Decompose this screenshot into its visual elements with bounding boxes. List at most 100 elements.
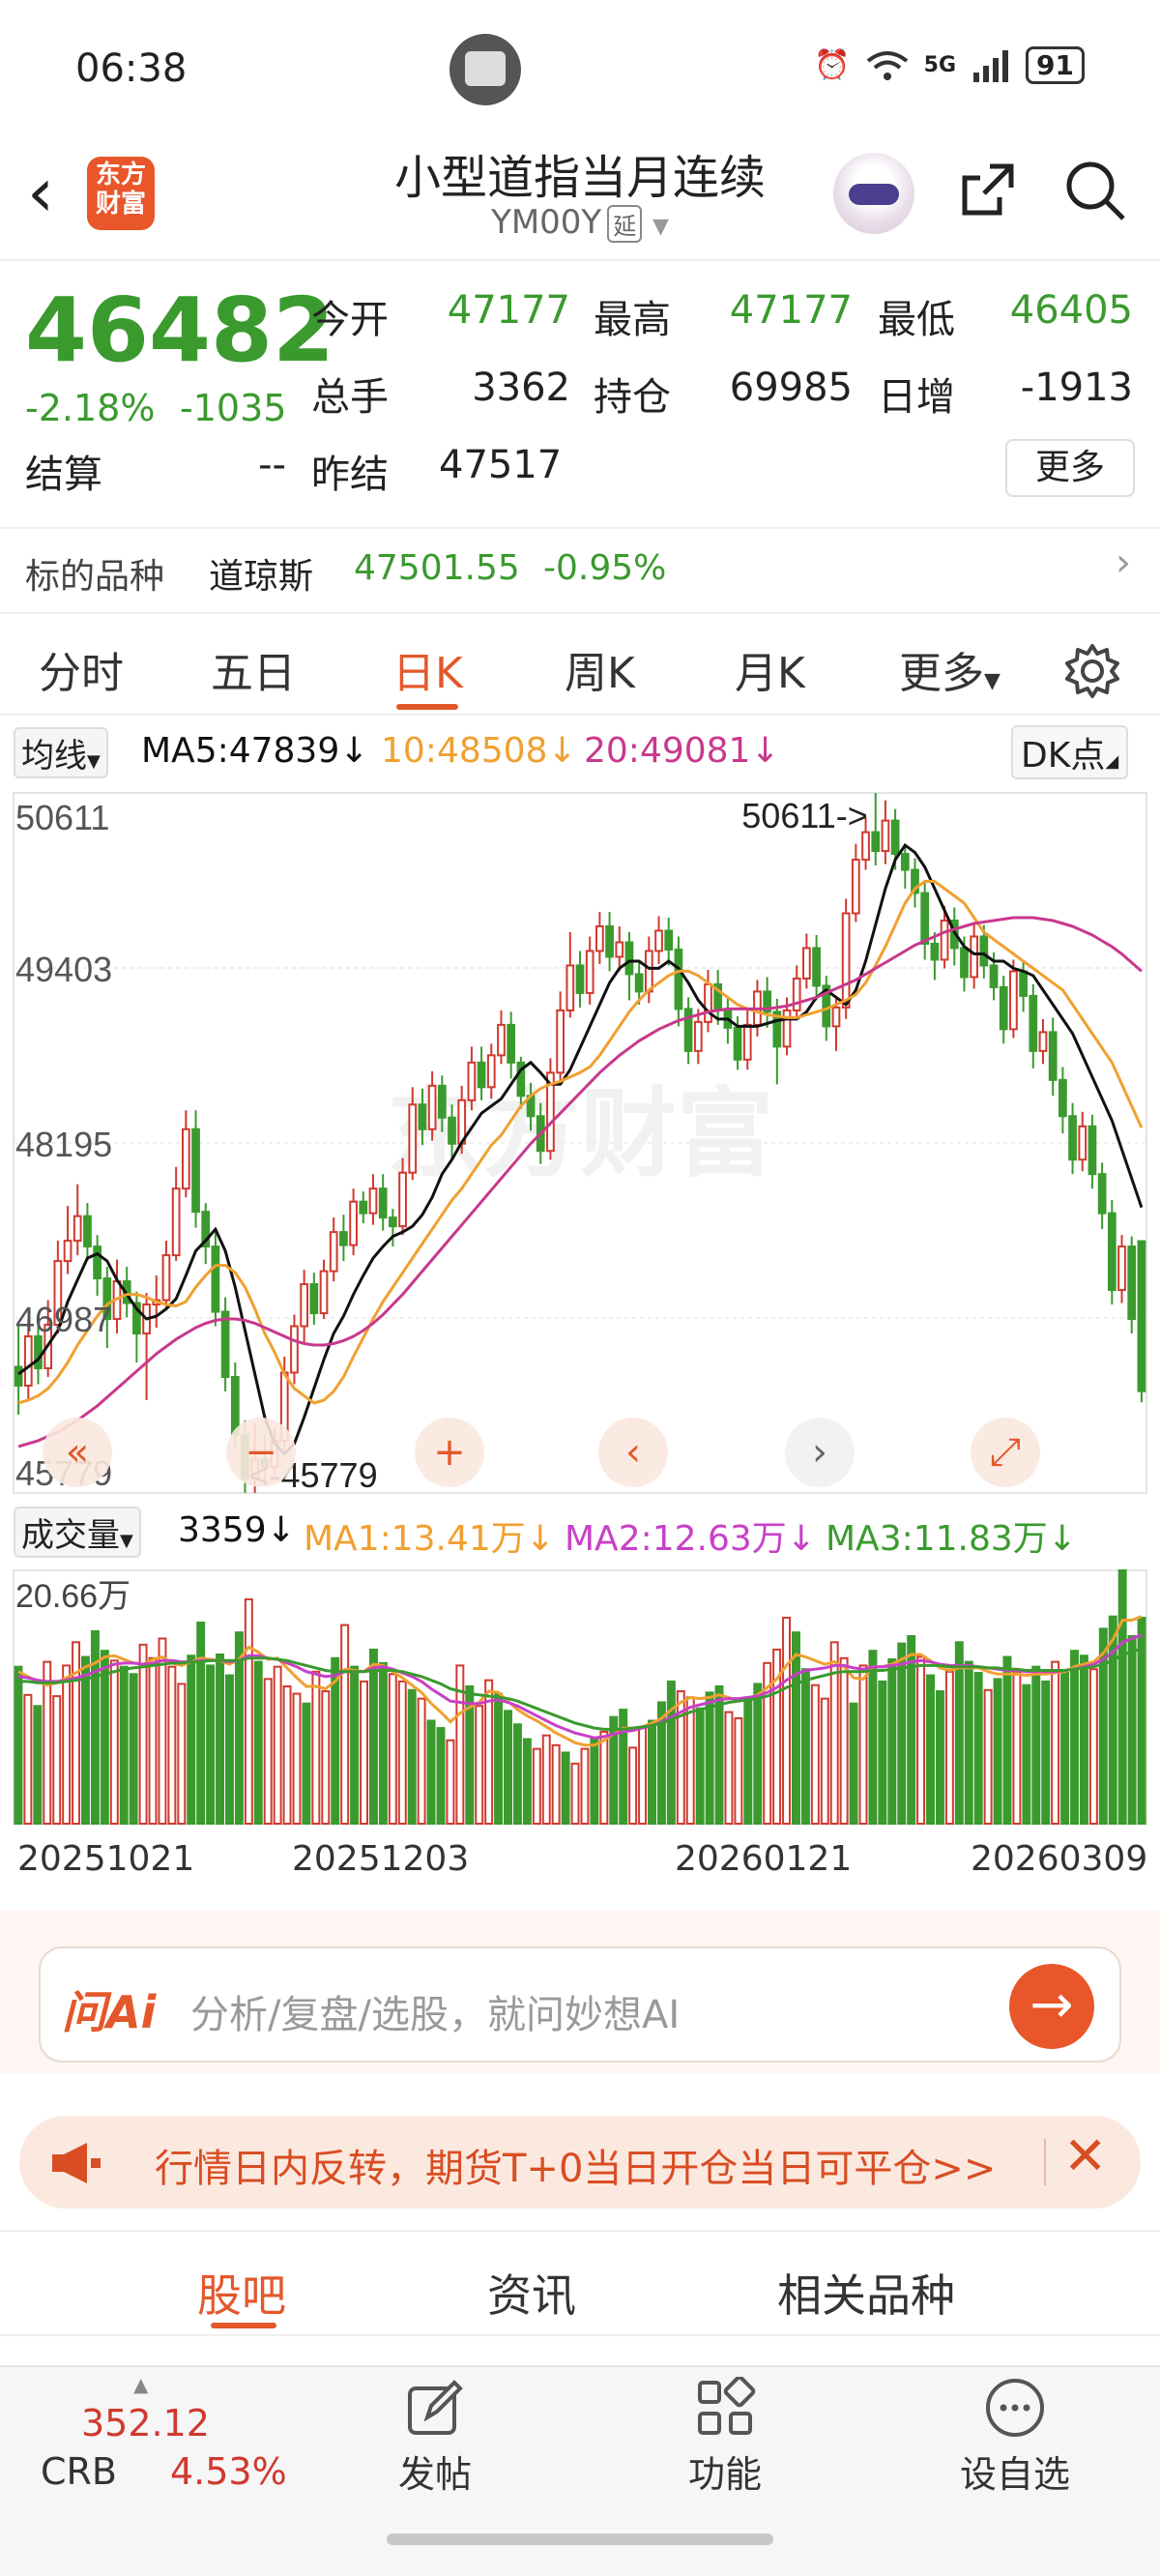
add-button[interactable]: + <box>415 1418 484 1487</box>
add-watchlist-button[interactable]: 设自选 <box>938 2377 1092 2498</box>
candle <box>132 1302 141 1335</box>
vol-ma2-text: MA2:12.63万 <box>565 1519 787 1559</box>
function-label: 功能 <box>687 2453 762 2496</box>
candle <box>63 1240 72 1263</box>
indicator-dropdown[interactable]: 均线▼ <box>14 727 108 778</box>
candle <box>309 1283 319 1315</box>
volume-bar <box>935 1690 944 1825</box>
kline-chart[interactable]: 东方财富 5061149403481954698745779 50611-><-… <box>0 785 1160 1501</box>
volume-bar <box>1051 1660 1060 1825</box>
volume-bar <box>253 1660 263 1825</box>
volume-bar <box>532 1747 541 1825</box>
tab-daily-k[interactable]: 日K <box>392 649 463 698</box>
volume-bar <box>638 1727 648 1825</box>
candle <box>368 1187 378 1215</box>
candle <box>14 1365 23 1387</box>
candle <box>1019 970 1028 997</box>
underlying-name: 道琼斯 <box>209 557 314 597</box>
next-button[interactable]: › <box>785 1418 855 1487</box>
search-icon[interactable] <box>1063 159 1127 222</box>
grid-icon <box>698 2377 756 2435</box>
svg-text:›: › <box>812 1430 827 1475</box>
zoom-out-button[interactable]: « <box>43 1418 112 1487</box>
candle <box>1038 1031 1048 1052</box>
candle <box>802 947 811 980</box>
ai-input-placeholder[interactable]: 分析/复盘/选股，就问妙想AI <box>190 1993 681 2037</box>
volume-bar <box>916 1655 926 1825</box>
dk-point-toggle[interactable]: DK点◢ <box>1011 725 1129 779</box>
candle <box>467 1061 477 1101</box>
crb-ticker[interactable]: ▲ 352.12 CRB 4.53% <box>19 2373 290 2518</box>
low-value: 46405 <box>1009 288 1133 333</box>
volume-bar <box>273 1665 282 1825</box>
app-logo[interactable]: 东方财富 <box>87 157 155 230</box>
volume-bar <box>772 1648 782 1825</box>
close-icon[interactable]: ✕ <box>1063 2125 1108 2186</box>
chevron-down-icon[interactable]: ▼ <box>652 215 669 239</box>
volume-bar <box>407 1688 417 1825</box>
candle <box>319 1270 329 1315</box>
volume-bar <box>628 1746 638 1825</box>
post-label: 发帖 <box>397 2453 472 2496</box>
candle <box>398 1171 407 1228</box>
tab-related[interactable]: 相关品种 <box>777 2269 955 2322</box>
volume-dropdown[interactable]: 成交量▼ <box>14 1507 141 1558</box>
candle <box>339 1231 348 1246</box>
candle <box>979 935 989 967</box>
volume-bar <box>465 1684 475 1825</box>
tab-forum[interactable]: 股吧 <box>197 2269 286 2322</box>
volume-bar <box>907 1634 916 1825</box>
ai-assistant-icon[interactable] <box>833 153 914 234</box>
delayed-tag: 延 <box>607 205 643 243</box>
ai-search-box[interactable]: 问Ai 分析/复盘/选股，就问妙想AI → <box>39 1947 1121 2063</box>
vol-ma1-line <box>17 1615 1143 1747</box>
post-button[interactable]: 发帖 <box>358 2377 512 2498</box>
volume-bar <box>666 1680 676 1825</box>
volume-bar <box>1117 1569 1127 1825</box>
tab-weekly-k[interactable]: 周K <box>565 649 635 698</box>
candle <box>230 1375 240 1436</box>
tab-news[interactable]: 资讯 <box>487 2269 576 2322</box>
add-watchlist-label: 设自选 <box>959 2453 1070 2496</box>
high-value: 47177 <box>729 288 853 333</box>
back-button[interactable]: ‹ <box>27 153 54 232</box>
volume-svg[interactable]: 20.66万 <box>0 1565 1160 1826</box>
kline-svg[interactable]: 东方财富 5061149403481954698745779 50611-><-… <box>0 785 1160 1501</box>
battery-icon: 91 <box>1026 46 1085 84</box>
ai-submit-button[interactable]: → <box>1009 1964 1094 2049</box>
volume-bar <box>196 1622 206 1825</box>
function-button[interactable]: 功能 <box>648 2377 802 2498</box>
underlying-row[interactable]: 标的品种 道琼斯 47501.55 -0.95% › <box>0 527 1160 614</box>
tab-intraday[interactable]: 分时 <box>39 649 124 698</box>
zoom-in-button[interactable]: − <box>226 1418 296 1487</box>
title-bar: 小型道指当月连续 YM00Y 延 ▼ ‹ 东方财富 <box>0 135 1160 261</box>
tab-five-day[interactable]: 五日 <box>211 649 296 698</box>
tab-monthly-k[interactable]: 月K <box>735 649 805 698</box>
price-axis-label: 46987 <box>15 1300 112 1339</box>
promo-banner[interactable]: 行情日内反转，期货T+0当日开仓当日可平仓>> ✕ <box>19 2116 1141 2209</box>
candle <box>1029 994 1038 1052</box>
tab-more[interactable]: 更多▼ <box>899 638 1000 700</box>
contract-code: YM00Y 延 ▼ <box>0 203 1160 243</box>
banner-text[interactable]: 行情日内反转，期货T+0当日开仓当日可平仓>> <box>155 2147 997 2191</box>
candle <box>782 1009 792 1048</box>
volume-bar <box>685 1696 695 1825</box>
fullscreen-button[interactable]: ⤢ <box>971 1418 1040 1487</box>
candle <box>448 1116 456 1145</box>
candle <box>960 947 969 979</box>
more-button[interactable]: 更多 <box>1005 439 1135 497</box>
underlying-label: 标的品种 <box>25 557 165 597</box>
volume-chart[interactable]: 20.66万 <box>0 1565 1160 1826</box>
volume-bar <box>1079 1654 1088 1826</box>
share-icon[interactable] <box>957 159 1019 220</box>
candle <box>624 941 634 976</box>
vol-ma3-text: MA3:11.83万 <box>826 1519 1048 1559</box>
gear-icon[interactable] <box>1063 642 1121 700</box>
prev-button[interactable]: ‹ <box>598 1418 668 1487</box>
candle <box>605 924 614 958</box>
candle <box>418 1103 427 1130</box>
volume-bar <box>148 1656 158 1826</box>
volume-bar <box>878 1680 887 1825</box>
volume-bar <box>378 1661 388 1825</box>
volume-legend: 成交量▼ 3359↓ MA1:13.41万↓ MA2:12.63万↓ MA3:1… <box>0 1505 1160 1563</box>
